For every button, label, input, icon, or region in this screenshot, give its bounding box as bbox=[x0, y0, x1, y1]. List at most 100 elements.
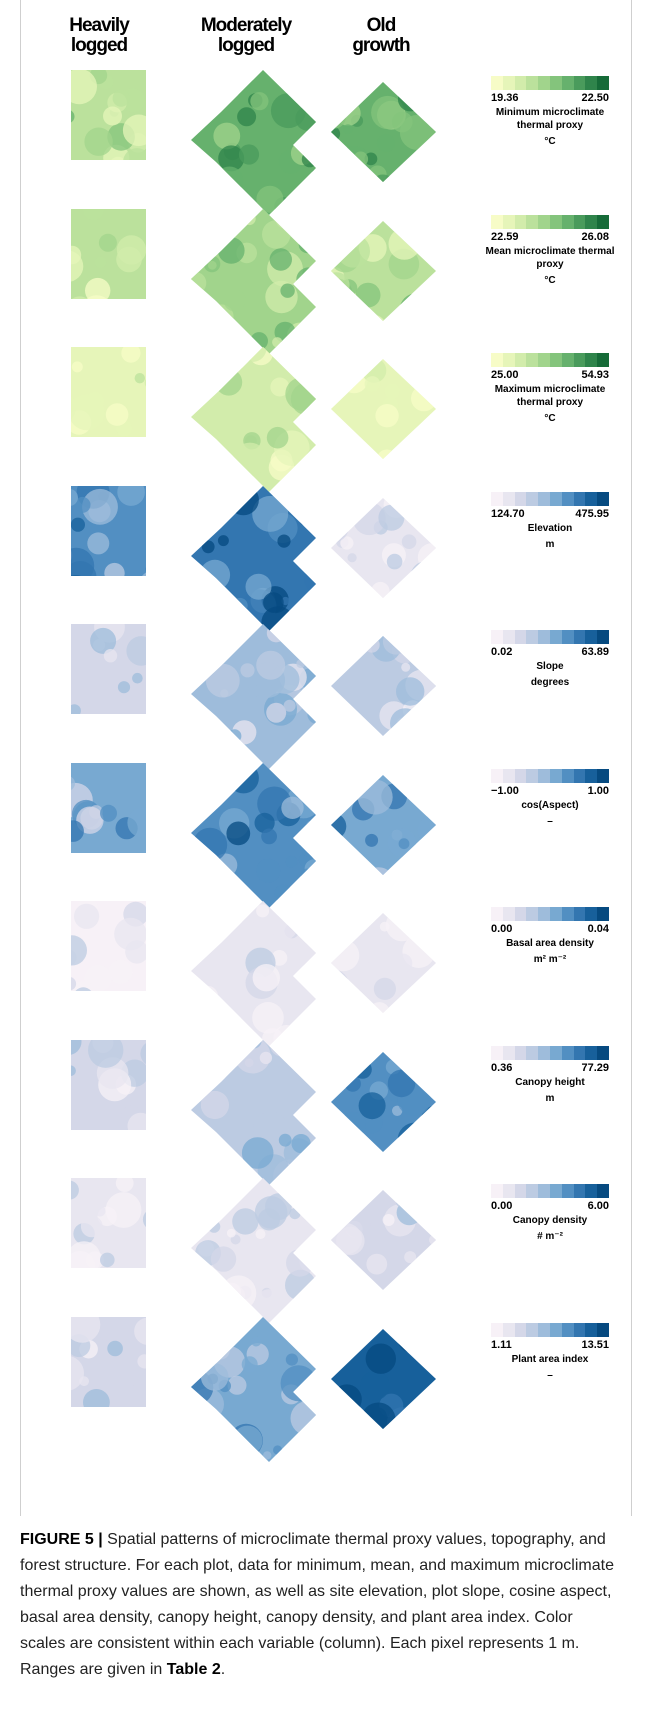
color-bar-step bbox=[549, 76, 562, 90]
color-bar-step bbox=[597, 768, 609, 783]
color-bar-step bbox=[491, 1322, 503, 1337]
color-bar-step bbox=[561, 353, 574, 367]
color-bar-min: 124.70 bbox=[491, 507, 525, 520]
color-bar-step bbox=[491, 76, 503, 90]
variable-label: Canopy height bbox=[515, 1076, 585, 1088]
color-bar-step bbox=[514, 353, 527, 367]
color-bar-step bbox=[526, 76, 539, 90]
color-bar-range: 0.36 77.29 bbox=[491, 1062, 609, 1074]
column-header-line: logged bbox=[217, 35, 275, 56]
color-bar-step bbox=[597, 1322, 609, 1337]
map-row-pai: 1.11 13.51 Plant area index – bbox=[21, 1316, 631, 1467]
color-bar-step bbox=[538, 630, 550, 644]
column-header-old-growth: Old growth bbox=[331, 16, 431, 56]
color-bar-step bbox=[502, 214, 515, 229]
color-bar bbox=[491, 1045, 609, 1060]
color-bar-step bbox=[573, 768, 586, 783]
color-legend: 25.00 54.93 Maximum microclimate thermal p… bbox=[491, 353, 631, 424]
variable-label: Plant area index bbox=[511, 1353, 589, 1365]
color-bar-step bbox=[538, 1322, 550, 1337]
color-bar-min: 22.59 bbox=[491, 230, 519, 243]
color-bar-step bbox=[573, 76, 586, 90]
color-legend: 0.00 0.04 Basal area density m² m⁻² bbox=[491, 907, 631, 965]
color-bar-max: 22.50 bbox=[581, 92, 609, 104]
color-bar-range: 25.00 54.93 bbox=[491, 369, 609, 381]
color-bar-step bbox=[549, 768, 562, 783]
map-row-max: 25.00 54.93 Maximum microclimate thermal p… bbox=[21, 347, 631, 497]
variable-label: Minimum microclimate thermal proxy bbox=[495, 107, 605, 131]
map-row-slope: 0.02 63.89 Slope degrees bbox=[21, 624, 631, 774]
plot-heavily-logged bbox=[71, 624, 146, 714]
variable-label: Maximum microclimate thermal proxy bbox=[494, 384, 606, 408]
color-bar-step bbox=[526, 630, 539, 644]
color-bar-step bbox=[597, 76, 609, 90]
map-row-graphics bbox=[71, 624, 436, 769]
color-bar-max: 0.04 bbox=[587, 923, 609, 935]
color-bar-step bbox=[538, 353, 550, 367]
color-bar-step bbox=[561, 768, 574, 783]
color-bar-range: −1.00 1.00 bbox=[491, 785, 609, 797]
color-bar-step bbox=[549, 1322, 562, 1337]
color-bar-step bbox=[573, 1045, 586, 1060]
color-bar-step bbox=[526, 214, 539, 229]
color-bar bbox=[491, 1184, 609, 1198]
color-bar-step bbox=[538, 214, 550, 229]
variable-label: Slope bbox=[536, 661, 564, 672]
color-bar-step bbox=[585, 1045, 598, 1060]
color-bar-step bbox=[491, 768, 503, 783]
color-bar-step bbox=[502, 491, 515, 506]
color-bar-step bbox=[502, 353, 515, 367]
color-bar-step bbox=[502, 768, 515, 783]
color-bar bbox=[491, 630, 609, 644]
color-bar-min: −1.00 bbox=[491, 784, 519, 797]
column-header-line: Moderately bbox=[200, 15, 292, 36]
variable-unit: – bbox=[547, 1369, 553, 1381]
color-bar-step bbox=[597, 214, 609, 229]
plot-moderately-logged bbox=[191, 347, 316, 492]
variable-unit: m² m⁻² bbox=[533, 954, 567, 965]
color-bar-step bbox=[549, 907, 562, 921]
color-bar-step bbox=[526, 1045, 539, 1060]
color-bar-step bbox=[502, 1322, 515, 1337]
color-bar-step bbox=[491, 907, 503, 921]
color-bar-step bbox=[502, 907, 515, 921]
column-header-line: logged bbox=[70, 35, 128, 56]
map-row-graphics bbox=[71, 1316, 436, 1462]
color-bar-step bbox=[585, 76, 598, 90]
plot-old-growth bbox=[331, 913, 436, 1013]
color-bar-step bbox=[502, 1184, 515, 1198]
plot-moderately-logged bbox=[191, 901, 316, 1046]
color-bar-step bbox=[514, 76, 527, 90]
color-bar-range: 0.02 63.89 bbox=[491, 646, 609, 658]
plot-old-growth bbox=[331, 82, 436, 182]
color-bar-step bbox=[491, 353, 503, 367]
column-header-line: Heavily bbox=[69, 15, 130, 36]
variable-unit: °C bbox=[544, 413, 556, 424]
plot-heavily-logged bbox=[71, 1316, 146, 1407]
variable-label: Canopy density bbox=[512, 1215, 588, 1226]
plot-old-growth bbox=[331, 1051, 436, 1152]
figure-caption: FIGURE 5 | Spatial patterns of microclim… bbox=[20, 1527, 620, 1683]
color-bar-step bbox=[514, 1045, 527, 1060]
color-bar-step bbox=[491, 214, 503, 229]
column-header-heavily-logged: Heavily logged bbox=[49, 16, 149, 56]
plot-old-growth bbox=[331, 497, 436, 598]
color-legend: 124.70 475.95 Elevation m bbox=[491, 491, 631, 550]
caption-end: . bbox=[220, 1661, 226, 1678]
color-bar-max: 475.95 bbox=[575, 507, 609, 520]
color-bar-step bbox=[549, 630, 562, 644]
color-bar-step bbox=[585, 214, 598, 229]
plot-moderately-logged bbox=[191, 1039, 316, 1185]
color-bar-step bbox=[597, 907, 609, 921]
color-bar-step bbox=[514, 214, 527, 229]
color-bar-step bbox=[573, 353, 586, 367]
color-bar-step bbox=[491, 1045, 503, 1060]
color-bar-step bbox=[573, 1322, 586, 1337]
color-bar bbox=[491, 907, 609, 921]
caption-text: Spatial patterns of microclimate thermal… bbox=[20, 1531, 614, 1678]
color-bar-step bbox=[549, 214, 562, 229]
color-bar-range: 0.00 6.00 bbox=[491, 1200, 609, 1212]
caption-label: FIGURE 5 | bbox=[20, 1531, 103, 1548]
color-bar-min: 19.36 bbox=[491, 92, 519, 104]
color-bar-step bbox=[561, 214, 574, 229]
